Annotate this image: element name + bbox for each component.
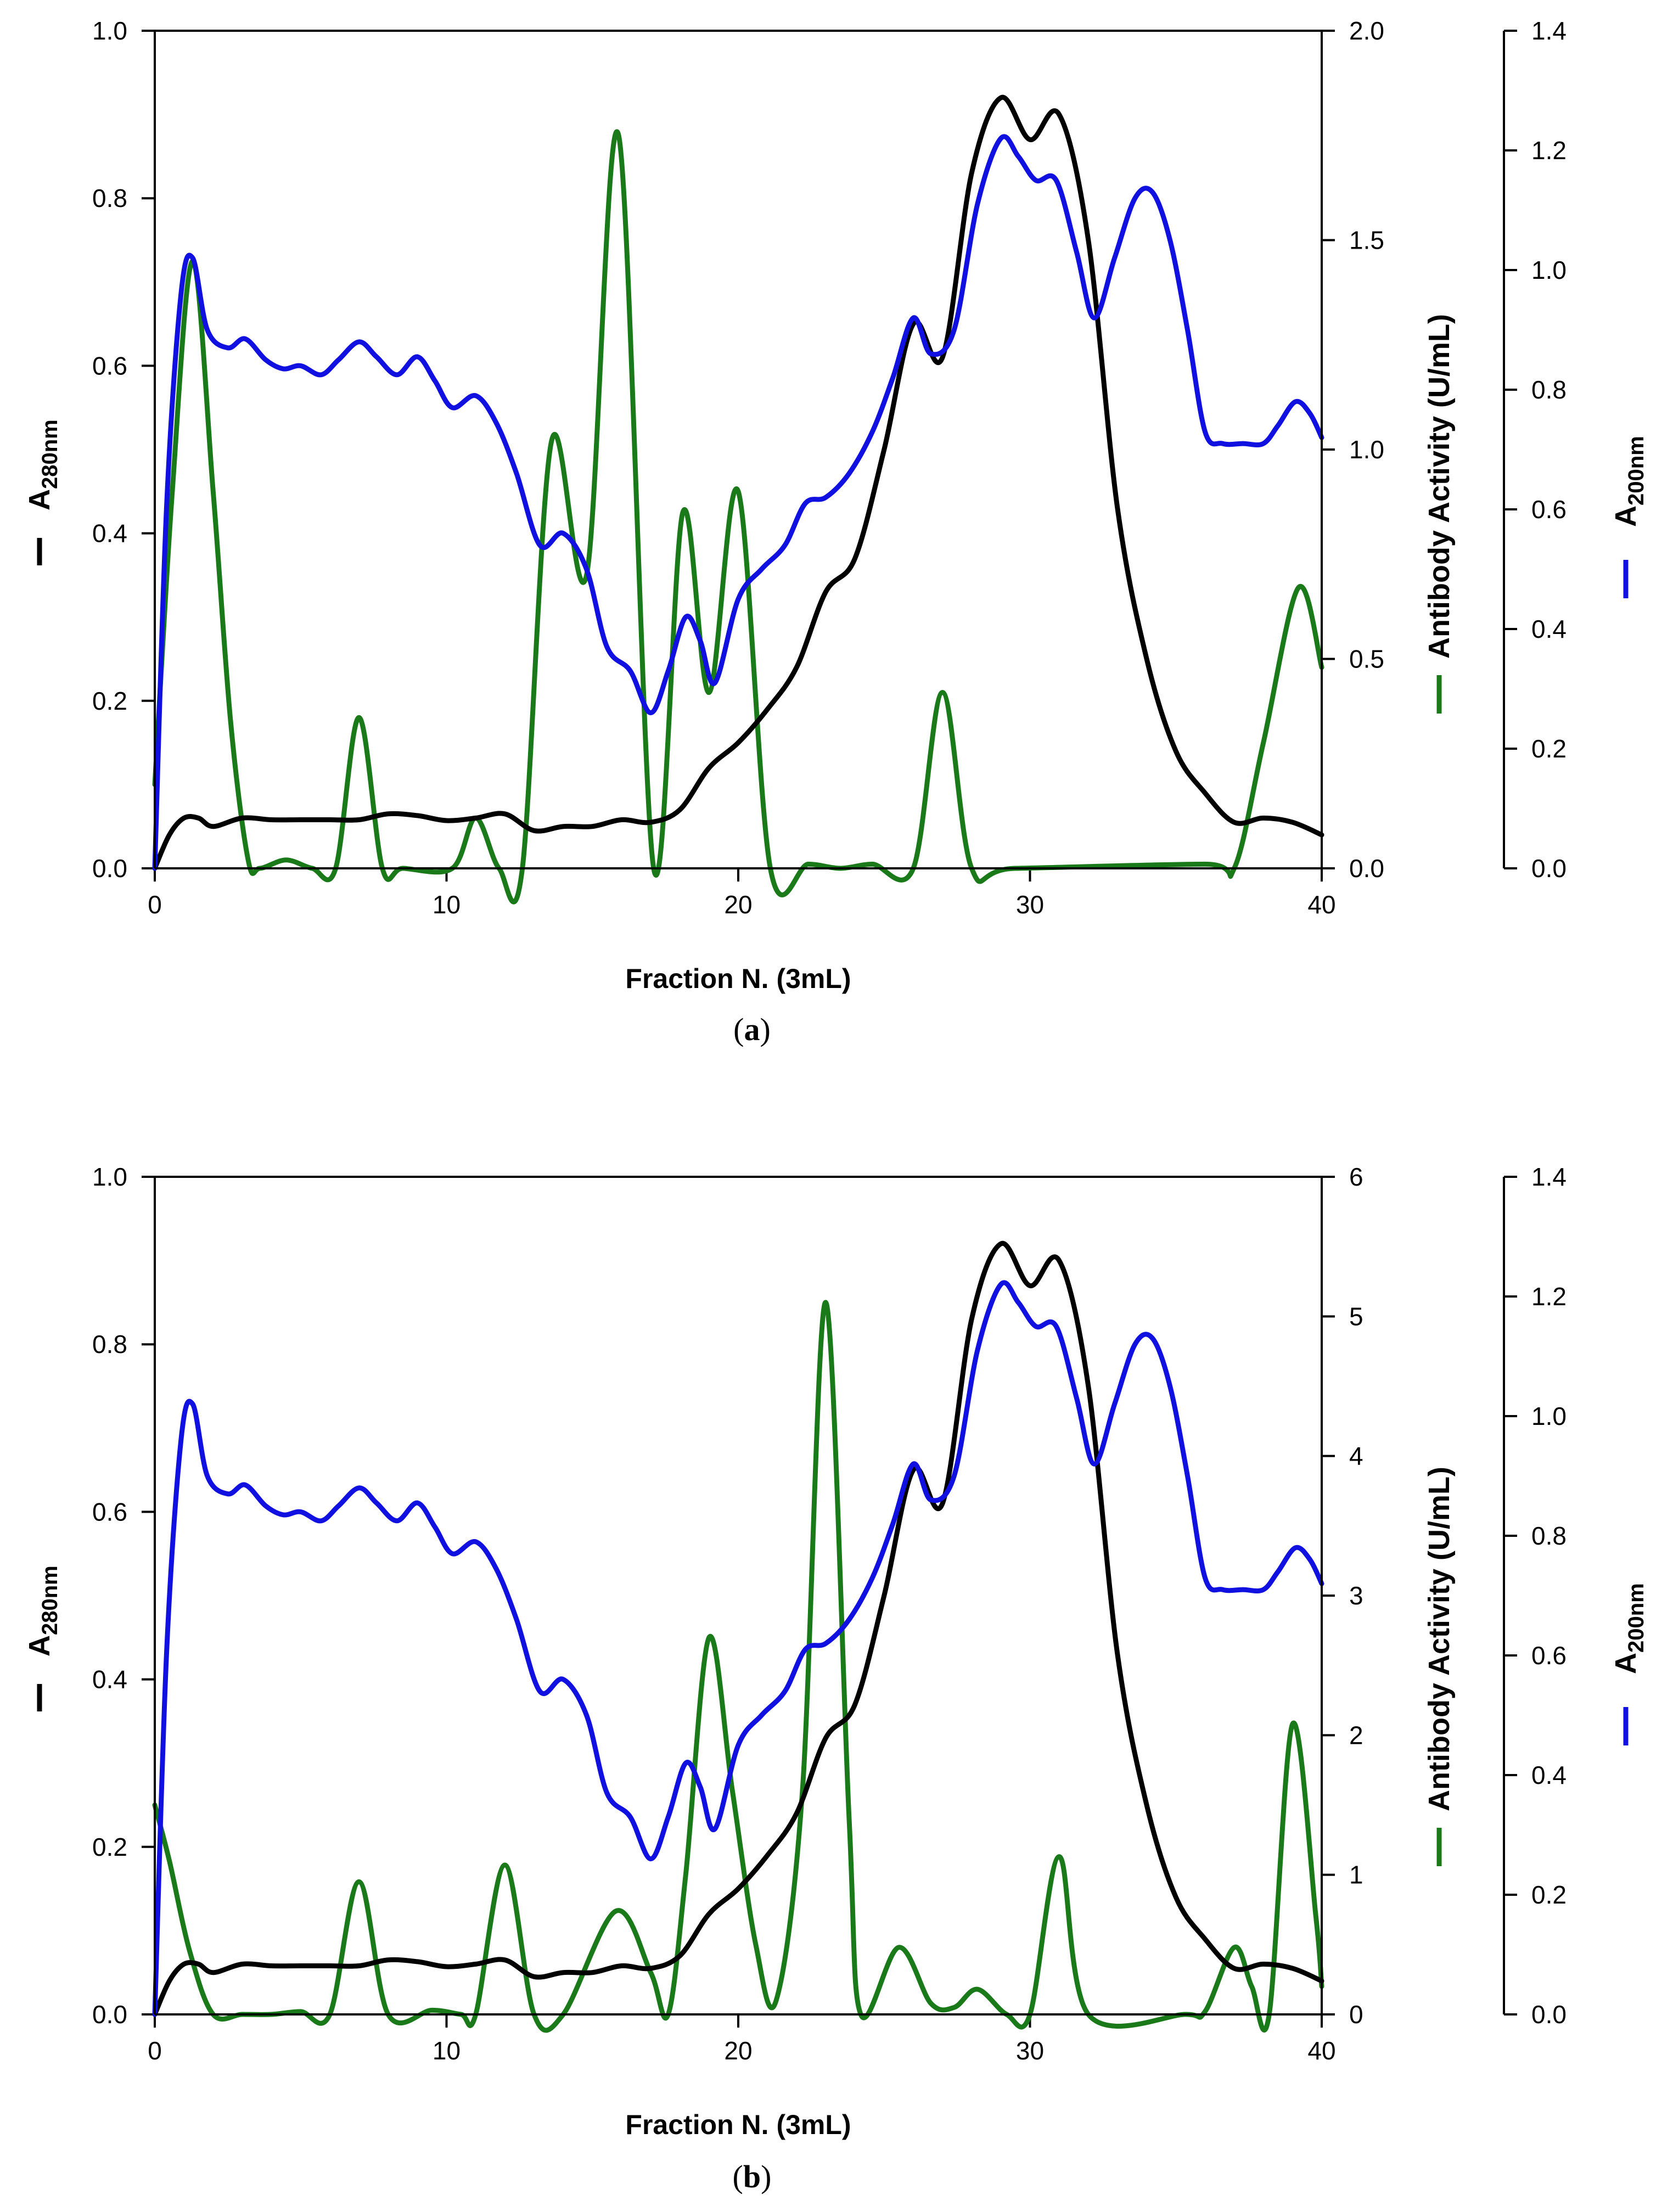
panel-b-activity-axis-label: Antibody Activity (U/mL) [1423,1467,1456,1811]
panel-a-left-tick-label: 0.8 [92,184,127,212]
svg-text:A200nm: A200nm [1609,1583,1648,1674]
panel-b-caption: (b) [733,2159,772,2194]
panel-b-chart: 0 10 20 30 40 0.0 0.2 0.4 0.6 0.8 1.0 0 1 2 3 4 5 6 0.0 0.2… [23,1163,1648,2194]
panel-b-right2-tick-label: 1.2 [1531,1282,1567,1311]
panel-b-right2-tick-label: 0.4 [1531,1761,1567,1789]
panel-b-left-tick-label: 0.2 [92,1833,127,1861]
panel-b-right2-tick-label: 1.0 [1531,1402,1567,1430]
panel-a-left-tick-label: 0.6 [92,351,127,380]
panel-a-left-tick-label: 0.0 [92,854,127,883]
panel-b-right2-tick-label: 1.4 [1531,1163,1567,1191]
panel-b-x-tick-label: 0 [148,2036,162,2065]
panel-a-left-tick-label: 0.2 [92,687,127,715]
panel-a-series-a280nm [152,94,1324,871]
panel-b-right1-tick-label: 2 [1349,1721,1363,1749]
panel-b-a200-axis-title: A200nm [1609,1583,1648,1745]
panel-b-right1-tick-label: 5 [1349,1302,1363,1330]
panel-a-left-axis-label-sub: 280nm [38,419,62,489]
panel-a-right2-tick-label: 0.4 [1531,615,1567,643]
panel-b-right1-tick-label: 6 [1349,1163,1363,1191]
panel-b-left-tick-label: 1.0 [92,1163,127,1191]
panel-a-x-tick-label: 0 [148,890,162,919]
panel-b-x-tick-label: 40 [1307,2036,1335,2065]
panel-b-right1-tick-label: 1 [1349,1861,1363,1889]
panel-b-left-axis-label-sub: 280nm [38,1565,62,1635]
panel-a-right2-tick-label: 1.4 [1531,16,1567,45]
panel-b-series-a200nm [152,1280,1324,2017]
panel-a-activity-axis-title: Antibody Activity (U/mL) [1423,314,1456,714]
panel-b-right2-tick-label: 0.0 [1531,2000,1567,2029]
panel-a-left-tick-label: 0.4 [92,519,127,548]
panel-b-right1-tick-label: 3 [1349,1581,1363,1610]
panel-b-left-tick-label: 0.6 [92,1497,127,1526]
panel-b-x-tick-label: 10 [433,2036,461,2065]
panel-b-activity-axis-title: Antibody Activity (U/mL) [1423,1467,1456,1866]
svg-text:A280nm: A280nm [23,1565,62,1657]
panel-a-x-tick-label: 40 [1307,890,1335,919]
panel-b-right1-tick-label: 0 [1349,2000,1363,2029]
panel-a-chart: 0 10 20 30 40 0.0 0.2 0.4 0.6 0.8 1.0 0.0 0.5 1.0 1.5 2… [23,16,1648,1047]
panel-b-left-tick-label: 0.8 [92,1330,127,1358]
panel-a-activity-axis-label: Antibody Activity (U/mL) [1423,314,1456,659]
panel-b-x-tick-label: 20 [724,2036,752,2065]
panel-b-x-axis-title: Fraction N. (3mL) [625,2109,851,2140]
panel-b-right2-tick-label: 0.2 [1531,1880,1567,1909]
panel-a-x-tick-label: 20 [724,890,752,919]
panel-a-series-a200nm [152,134,1324,871]
svg-text:A200nm: A200nm [1609,436,1648,527]
panel-b-left-tick-label: 0.0 [92,2000,127,2029]
panel-b-series-a280nm [152,1240,1324,2017]
svg-text:A280nm: A280nm [23,419,62,510]
panel-a-a200-axis-label-sub: 200nm [1624,436,1648,506]
panel-b-x-tick-label: 30 [1016,2036,1044,2065]
panel-a-right2-tick-label: 1.2 [1531,136,1567,165]
panel-a-a200-axis-title: A200nm [1609,436,1648,598]
panel-b-series-antibody-activity [152,1300,1324,2033]
panel-b-left-axis-title: A280nm [23,1565,62,1711]
panel-a-right1-tick-label: 2.0 [1349,16,1384,45]
panel-b-left-tick-label: 0.4 [92,1665,127,1694]
panel-a-right1-tick-label: 0.0 [1349,854,1384,883]
panel-b-left-axis-label: A [23,1635,56,1657]
panel-a-a200-axis-label: A [1609,506,1642,527]
panel-b-a200-axis-label: A [1609,1653,1642,1674]
panel-a-right2-tick-label: 0.0 [1531,854,1567,883]
panel-a-caption: (a) [733,1012,771,1047]
panel-a-right1-tick-label: 1.5 [1349,226,1384,255]
panel-a-right1-tick-label: 0.5 [1349,645,1384,673]
panel-a-right2-tick-label: 0.6 [1531,495,1567,524]
panel-a-right1-tick-label: 1.0 [1349,435,1384,464]
panel-a-left-axis-label: A [23,489,56,510]
panel-b-a200-axis-label-sub: 200nm [1624,1583,1648,1653]
panel-a-right2-tick-label: 0.2 [1531,734,1567,763]
panel-a-x-tick-label: 30 [1016,890,1044,919]
panel-b-right2-tick-label: 0.8 [1531,1522,1567,1550]
panel-a-series-antibody-activity [152,129,1324,905]
panel-a-right2-tick-label: 1.0 [1531,256,1567,284]
panel-a-x-tick-label: 10 [433,890,461,919]
panel-a-x-axis-title: Fraction N. (3mL) [625,963,851,994]
panel-a-right2-tick-label: 0.8 [1531,375,1567,404]
panel-b-right2-tick-label: 0.6 [1531,1641,1567,1670]
panel-a-left-axis-title: A280nm [23,419,62,565]
panel-a-left-tick-label: 1.0 [92,16,127,45]
panel-b-right1-tick-label: 4 [1349,1442,1363,1470]
